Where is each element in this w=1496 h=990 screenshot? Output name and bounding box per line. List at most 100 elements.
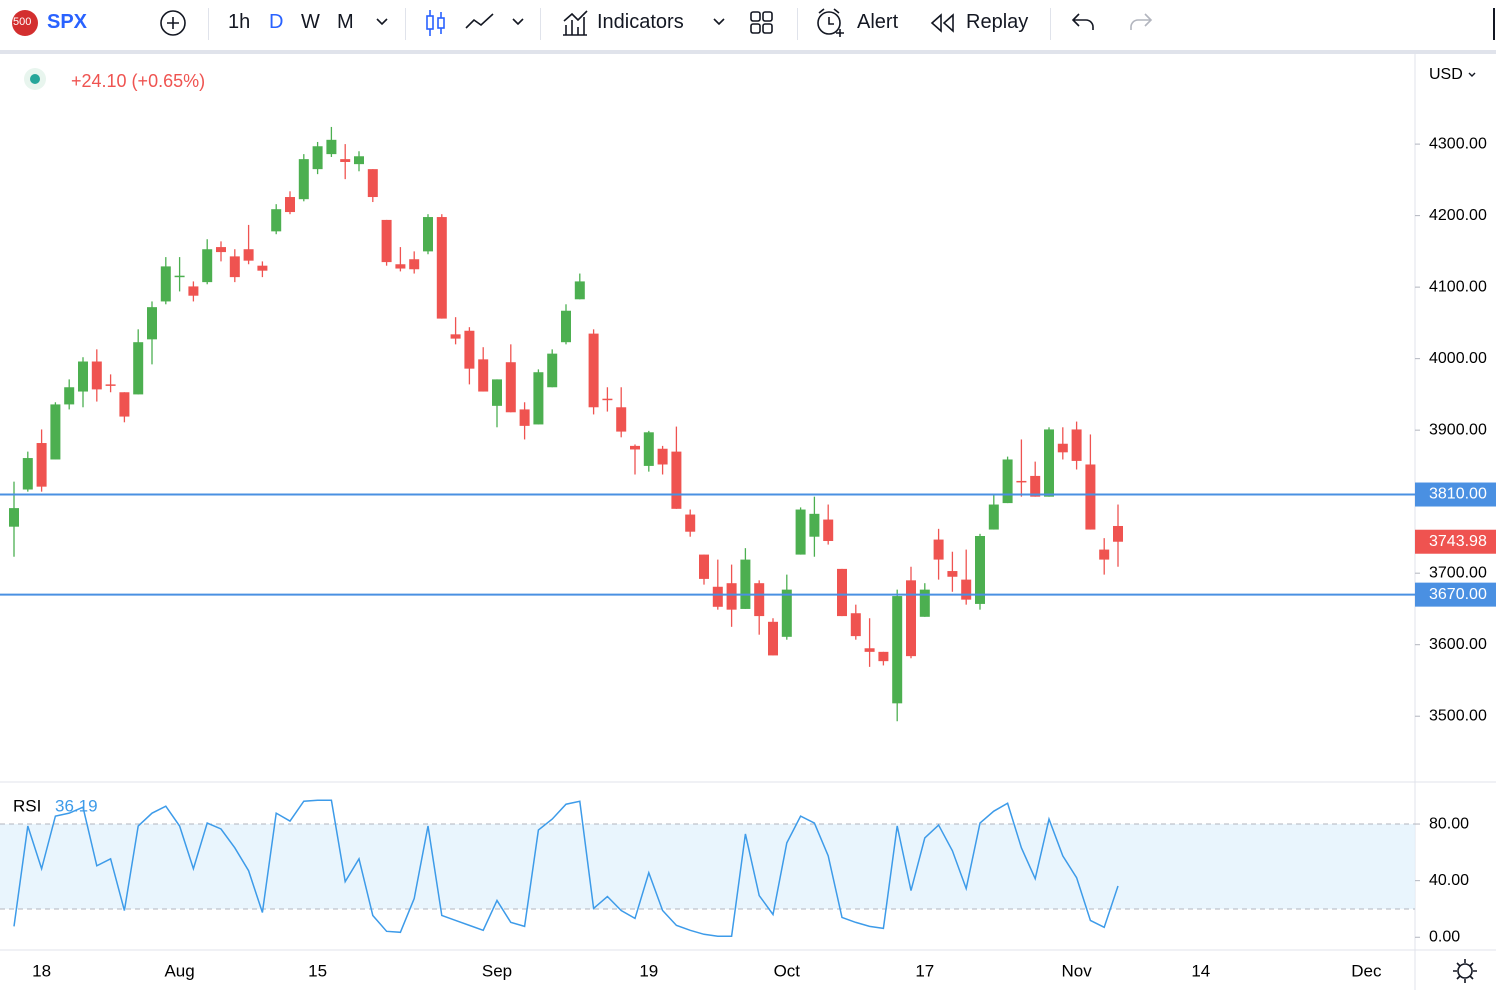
indicators[interactable]: Indicators [597, 11, 684, 33]
y-tick-label: 40.00 [1429, 872, 1469, 889]
candle-body [423, 217, 433, 252]
x-tick-label: 18 [32, 961, 51, 980]
add-symbol[interactable] [159, 9, 189, 39]
candle-body [202, 249, 213, 283]
candle-body [919, 589, 930, 617]
candle-body [395, 264, 406, 269]
rsi-line [13, 799, 1119, 938]
candle-body [1099, 549, 1110, 560]
candle-body [657, 448, 668, 465]
replay[interactable]: Replay [966, 11, 1029, 33]
candle-body [671, 451, 682, 509]
separator [208, 8, 209, 40]
candle-style[interactable] [424, 8, 448, 38]
candle-body [864, 648, 875, 652]
candle-body [754, 583, 765, 617]
candle-body [450, 334, 461, 339]
candle-body [464, 330, 475, 369]
replay-icon[interactable] [929, 12, 957, 34]
interval[interactable]: 1h [228, 11, 251, 33]
separator [1050, 8, 1051, 40]
last-price-label: 3743.98 [1429, 533, 1487, 550]
candle-body [105, 384, 116, 386]
symbol-badge: 500 [13, 16, 32, 28]
candle-body [1071, 429, 1082, 461]
currency-chevron[interactable] [1468, 72, 1476, 77]
candle-body [505, 362, 516, 413]
candle-body [174, 275, 185, 278]
candle-body [1113, 525, 1123, 542]
candle-body [823, 519, 834, 542]
candle-body [188, 286, 199, 296]
line-style[interactable] [464, 10, 496, 34]
separator [1493, 8, 1495, 40]
candle-body [906, 580, 916, 657]
chevron[interactable] [711, 16, 727, 28]
candle-body [685, 514, 696, 532]
candle-body [795, 509, 806, 555]
candle-body [492, 379, 502, 406]
candle-body [133, 342, 144, 395]
candle-body [36, 443, 47, 487]
y-tick-label: 3900.00 [1429, 421, 1487, 438]
last-price-tag [1415, 529, 1496, 554]
chevron[interactable] [374, 16, 390, 28]
candle-body [616, 407, 627, 432]
separator [540, 8, 541, 40]
y-tick-label: 4100.00 [1429, 278, 1487, 295]
candle-body [933, 539, 944, 560]
candle-body [726, 583, 737, 610]
price-line-label: 3670.00 [1429, 586, 1487, 603]
candle-body [781, 589, 792, 637]
symbol[interactable]: SPX [47, 11, 88, 33]
candle-body [78, 361, 88, 392]
candle-body [630, 445, 640, 450]
candle-body [892, 596, 903, 704]
separator [797, 8, 798, 40]
settings-icon[interactable] [1453, 959, 1477, 983]
x-tick-label: 14 [1191, 961, 1210, 980]
candle-body [340, 159, 351, 162]
undo[interactable] [1070, 11, 1098, 33]
candle-body [643, 432, 654, 466]
candle-body [1002, 459, 1013, 504]
layout-icon[interactable] [748, 9, 776, 37]
candle-body [837, 568, 847, 617]
candle-body [533, 372, 544, 425]
alert-icon[interactable] [815, 7, 849, 39]
candle-body [850, 613, 861, 637]
candle-body [1057, 443, 1068, 453]
candle-body [699, 554, 709, 579]
candle-body [519, 409, 530, 426]
y-tick-label: 3700.00 [1429, 564, 1487, 581]
candle-body [947, 571, 958, 577]
rsi-title: RSI [13, 796, 41, 815]
candle-body [64, 387, 75, 405]
currency[interactable]: USD [1429, 66, 1463, 83]
indicators-icon[interactable] [560, 8, 590, 38]
candle-body [961, 579, 972, 600]
price-line-label: 3810.00 [1429, 486, 1487, 503]
interval[interactable]: W [301, 11, 320, 33]
candle-body [354, 156, 364, 165]
x-tick-label: Nov [1061, 961, 1092, 980]
x-tick-label: Sep [482, 961, 512, 980]
rsi-band [0, 824, 1415, 909]
symbol-badge-icon [12, 10, 38, 36]
alert[interactable]: Alert [857, 11, 899, 33]
candle-body [1016, 480, 1027, 483]
candle-body [712, 586, 723, 607]
chevron[interactable] [510, 16, 526, 28]
interval[interactable]: M [337, 11, 354, 33]
x-tick-label: Oct [774, 961, 801, 980]
candle-body [9, 508, 19, 527]
candle-body [988, 504, 999, 530]
interval[interactable]: D [269, 11, 284, 33]
price-line-tag [1415, 582, 1496, 607]
candle-body [768, 621, 778, 656]
redo[interactable] [1126, 11, 1154, 33]
candle-body [878, 651, 889, 662]
candle-body [409, 259, 420, 270]
candle-body [271, 209, 282, 232]
